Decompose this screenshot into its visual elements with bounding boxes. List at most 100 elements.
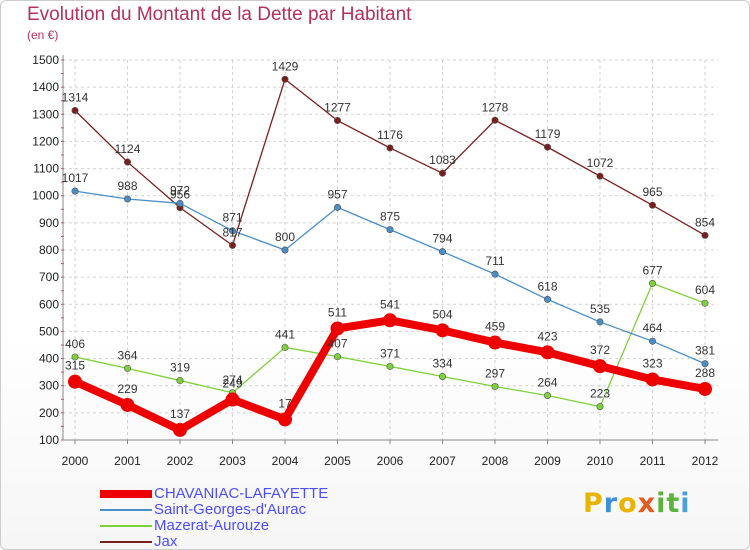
data-point bbox=[543, 143, 551, 151]
data-point bbox=[281, 75, 289, 83]
x-tick-label: 2007 bbox=[429, 454, 456, 468]
data-label: 249 bbox=[222, 377, 242, 391]
y-tick-label: 1100 bbox=[33, 162, 59, 176]
data-point bbox=[383, 313, 397, 328]
legend-label: Jax bbox=[154, 533, 178, 550]
data-point bbox=[488, 335, 502, 350]
data-label: 972 bbox=[170, 183, 190, 197]
data-point bbox=[438, 248, 446, 256]
data-label: 541 bbox=[380, 297, 400, 311]
data-point bbox=[278, 412, 292, 427]
data-point bbox=[386, 144, 394, 152]
data-label: 288 bbox=[695, 366, 715, 380]
logo-letter: o bbox=[618, 488, 638, 519]
data-point bbox=[593, 359, 607, 374]
data-label: 297 bbox=[485, 367, 505, 381]
data-label: 511 bbox=[328, 305, 347, 319]
data-point bbox=[386, 362, 394, 370]
grid bbox=[63, 59, 718, 441]
data-label: 957 bbox=[327, 187, 347, 201]
data-point bbox=[124, 158, 132, 166]
data-label: 1124 bbox=[115, 142, 141, 156]
data-point bbox=[333, 117, 341, 125]
data-label: 371 bbox=[380, 346, 400, 360]
legend-swatch bbox=[100, 490, 152, 498]
x-tick-label: 2005 bbox=[324, 454, 351, 468]
data-point bbox=[648, 337, 656, 345]
data-label: 323 bbox=[642, 356, 662, 370]
y-tick-label: 800 bbox=[39, 243, 59, 257]
x-tick-label: 2010 bbox=[587, 454, 614, 468]
data-label: 372 bbox=[590, 343, 610, 357]
data-point bbox=[71, 353, 79, 361]
data-point bbox=[124, 195, 132, 203]
x-tick-label: 2011 bbox=[640, 454, 666, 468]
logo-letter: P bbox=[583, 488, 604, 519]
data-label: 364 bbox=[117, 348, 137, 362]
data-label: 817 bbox=[222, 225, 242, 239]
data-label: 504 bbox=[432, 307, 452, 321]
y-tick-label: 1000 bbox=[32, 189, 59, 203]
data-label: 965 bbox=[642, 185, 662, 199]
data-point bbox=[333, 203, 341, 211]
data-point bbox=[281, 246, 289, 254]
data-point bbox=[701, 231, 709, 239]
data-label: 677 bbox=[642, 263, 662, 277]
legend-swatch bbox=[100, 525, 152, 527]
proxiti-logo: Proxiti bbox=[583, 488, 691, 519]
legend-swatch bbox=[100, 509, 152, 511]
data-point bbox=[68, 374, 82, 389]
data-point bbox=[648, 201, 656, 209]
data-point bbox=[701, 299, 709, 307]
x-tick-label: 2002 bbox=[167, 454, 194, 468]
x-tick-label: 2000 bbox=[62, 454, 89, 468]
data-point bbox=[648, 279, 656, 287]
data-label: 1072 bbox=[587, 156, 614, 170]
data-label: 854 bbox=[695, 215, 715, 229]
y-tick-label: 200 bbox=[39, 406, 59, 420]
data-point bbox=[71, 106, 79, 114]
data-point bbox=[173, 422, 187, 437]
logo-letter: i bbox=[656, 488, 667, 519]
data-label: 137 bbox=[170, 407, 190, 421]
data-point bbox=[543, 295, 551, 303]
data-label: 1179 bbox=[535, 127, 561, 141]
data-point bbox=[229, 227, 237, 235]
y-tick-label: 300 bbox=[39, 379, 59, 393]
data-label: 423 bbox=[537, 329, 557, 343]
chart-unit: (en €) bbox=[27, 28, 59, 42]
data-label: 406 bbox=[65, 337, 85, 351]
data-label: 1429 bbox=[272, 59, 299, 73]
data-label: 441 bbox=[275, 327, 295, 341]
data-label: 535 bbox=[590, 302, 610, 316]
data-label: 875 bbox=[380, 210, 400, 224]
data-label: 223 bbox=[590, 387, 610, 401]
data-point bbox=[176, 199, 184, 207]
data-point bbox=[701, 360, 709, 368]
data-point bbox=[333, 353, 341, 361]
data-label: 17 bbox=[278, 396, 292, 410]
data-point bbox=[543, 391, 551, 399]
y-tick-label: 700 bbox=[39, 270, 59, 284]
data-label: 319 bbox=[170, 361, 190, 375]
data-label: 381 bbox=[695, 344, 715, 358]
data-point bbox=[281, 343, 289, 351]
x-tick-label: 2001 bbox=[114, 454, 141, 468]
data-point bbox=[71, 187, 79, 195]
y-tick-label: 1400 bbox=[32, 80, 59, 94]
data-point bbox=[386, 226, 394, 234]
data-point bbox=[491, 383, 499, 391]
data-label: 1017 bbox=[62, 171, 89, 185]
chart-title: Evolution du Montant de la Dette par Hab… bbox=[27, 4, 412, 25]
y-tick-label: 500 bbox=[39, 324, 59, 338]
logo-letter: r bbox=[603, 488, 619, 519]
data-point bbox=[330, 321, 345, 336]
data-point bbox=[225, 392, 240, 407]
logo-letter: x bbox=[637, 488, 657, 519]
data-label: 956 bbox=[170, 188, 190, 202]
data-point bbox=[438, 372, 446, 380]
data-point bbox=[596, 318, 604, 326]
data-label: 464 bbox=[642, 321, 662, 335]
data-point bbox=[124, 364, 132, 372]
